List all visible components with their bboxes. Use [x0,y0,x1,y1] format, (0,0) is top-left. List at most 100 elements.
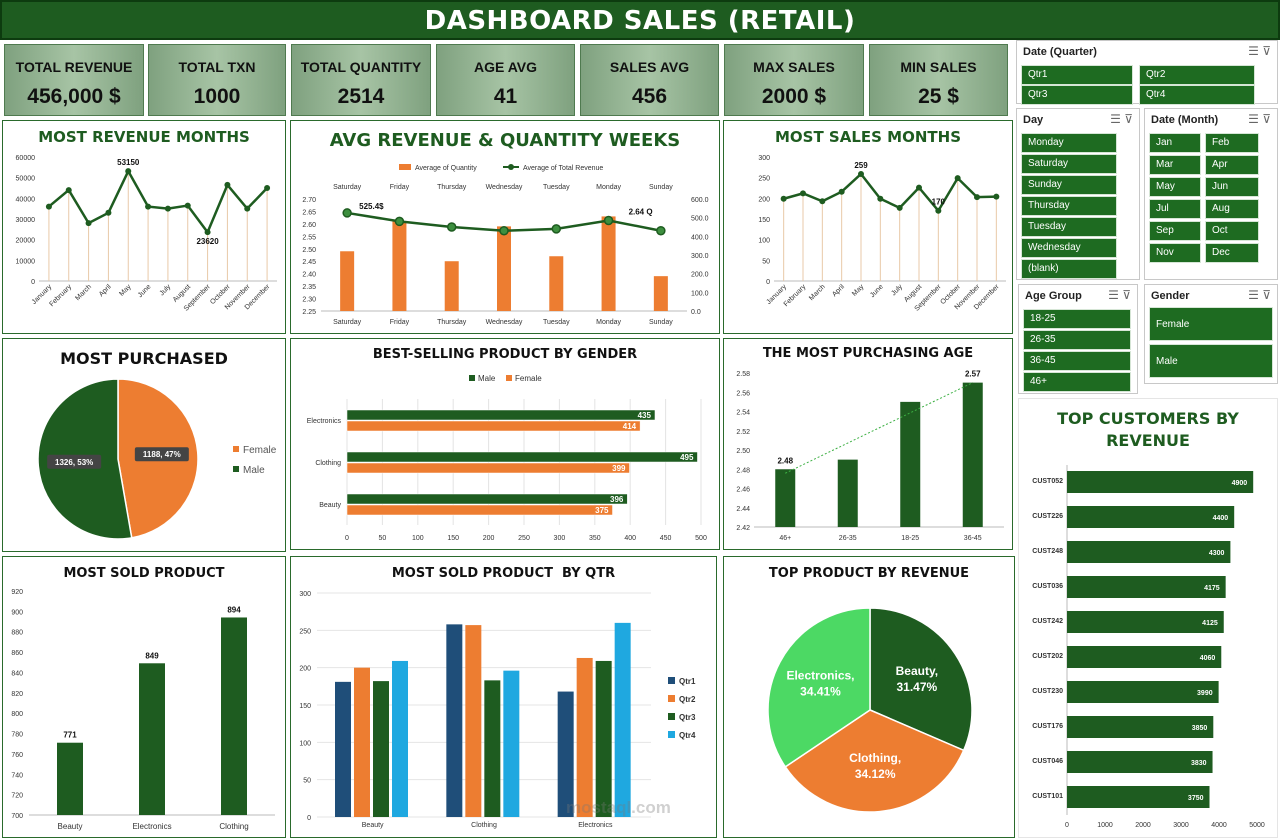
data-label: 2.64 Q [629,207,653,216]
female-bar [346,462,630,474]
slicer-item[interactable]: Wednesday [1021,238,1117,258]
y-tick-label: 900 [11,609,23,616]
bar [1067,611,1224,633]
x-tick-label: May [118,283,133,298]
y-tick-label: 760 [11,752,23,759]
y-tick-label: CUST248 [1032,548,1063,555]
slicer-item[interactable]: Mar [1149,155,1201,175]
revenue-point [446,222,457,232]
slicer-item[interactable]: Dec [1205,243,1259,263]
y-tick-label: CUST226 [1032,513,1063,520]
multi-select-filter-icon[interactable]: ☰ ⊽ [1248,112,1271,126]
product-revenue-chart: Beauty, 31.47% Clothing, 34.12% Electronics,… [767,607,973,813]
revenue-point [342,208,352,218]
qtr-bar [354,667,370,817]
slicer-item[interactable]: Sunday [1021,175,1117,195]
panel-revenue-months: MOST REVENUE MONTHS 0 10000 20000 30000 4000… [2,120,286,334]
slicer-item[interactable]: May [1149,177,1201,197]
y2-tick-label: 600.0 [691,197,709,204]
y-tick-label: 840 [11,670,23,677]
slicer-item[interactable]: 18-25 [1023,309,1131,329]
dashboard-title: DASHBOARD SALES (RETAIL) [424,6,856,36]
y-tick-label: 2.35 [302,284,316,291]
y-tick-label: 150 [299,703,311,710]
data-point [85,220,92,227]
slicer-item[interactable]: Male [1149,344,1273,378]
slicer-item[interactable]: Jun [1205,177,1259,197]
x-tick-label: Sunday [649,319,673,326]
y-tick-label: 50 [762,258,770,265]
x-tick-label: 2000 [1135,822,1151,829]
slicer-item[interactable]: Monday [1021,133,1117,153]
bar [1067,716,1214,738]
x-tick-label-top: Sunday [649,184,673,191]
slicer-item[interactable]: Qtr1 [1021,65,1133,85]
slicer-item[interactable]: Jul [1149,199,1201,219]
y-tick-label: 780 [11,732,23,739]
slicer-item[interactable]: 26-35 [1023,330,1131,350]
x-tick-label: 250 [518,535,530,542]
slicer-age-group: Age Group ☰ ⊽ 18-25 26-35 36-45 46+ [1018,284,1138,394]
multi-select-filter-icon[interactable]: ☰ ⊽ [1248,288,1271,302]
slicer-item[interactable]: Qtr4 [1139,85,1255,105]
data-label: 23620 [196,237,219,246]
y-tick-label: 150 [758,217,770,224]
data-label: 1188, 47% [143,450,181,459]
y-tick-label: 2.40 [302,272,316,279]
x-tick-label: 300 [554,535,566,542]
chart-title: MOST REVENUE MONTHS [38,128,250,146]
legend-label: Male [478,374,496,383]
slicer-item[interactable]: Feb [1205,133,1259,153]
x-tick-label-top: Tuesday [543,184,570,191]
multi-select-filter-icon[interactable]: ☰ ⊽ [1108,288,1131,302]
bar [57,742,83,815]
legend-swatch [668,677,675,684]
slicer-item[interactable]: Oct [1205,221,1259,241]
slicer-item[interactable]: Thursday [1021,196,1117,216]
slicer-item[interactable]: Qtr2 [1139,65,1255,85]
slicer-item[interactable]: 36-45 [1023,351,1131,371]
qtr-bar [446,624,463,817]
slicer-item[interactable]: Tuesday [1021,217,1117,237]
kpi-sales-avg: SALES AVG 456 [580,44,719,116]
y-tick-label: 860 [11,650,23,657]
multi-select-filter-icon[interactable]: ☰ ⊽ [1110,112,1133,126]
slicer-item[interactable]: 46+ [1023,372,1131,392]
slicer-item[interactable]: Saturday [1021,154,1117,174]
multi-select-filter-icon[interactable]: ☰ ⊽ [1248,44,1271,58]
female-bar [346,504,613,516]
quantity-bar [444,261,459,311]
bar [1067,751,1213,773]
x-tick-label: March [74,283,93,302]
bar [221,617,247,815]
legend-swatch [399,164,411,170]
data-point [204,229,211,236]
y-tick-label: 2.25 [302,309,316,316]
data-label: 2.57 [965,370,981,379]
y-tick-label: 2.65 [302,209,316,216]
qtr-bar [614,622,631,817]
slicer-item[interactable]: Aug [1205,199,1259,219]
kpi-value: 41 [493,85,518,108]
slicer-item[interactable]: Nov [1149,243,1201,263]
y-tick-label: 2.30 [302,297,316,304]
slicer-item[interactable]: Qtr3 [1021,85,1133,105]
panel-sales-months: MOST SALES MONTHS 0 50 100 150 200 250 300 Janu… [723,120,1013,334]
x-tick-label: Clothing [219,822,248,831]
y-tick-label: 2.70 [302,197,316,204]
slicer-item[interactable]: Female [1149,307,1273,341]
y-tick-label: 20000 [16,238,36,245]
legend-label: Average of Quantity [415,165,477,172]
slicer-item[interactable]: Apr [1205,155,1259,175]
bar [1067,506,1235,528]
y-tick-label: 2.56 [736,390,750,397]
pie-slice [767,607,871,768]
slicer-item[interactable]: Jan [1149,133,1201,153]
avg-weeks-chart: Average of Quantity Average of Total Reve… [302,164,709,326]
y-tick-label: 0 [307,815,311,822]
data-label: 435 [638,411,652,420]
slicer-item[interactable]: (blank) [1021,259,1117,279]
slicer-item[interactable]: Sep [1149,221,1201,241]
data-label: 259 [854,161,868,170]
bar [1067,576,1226,598]
